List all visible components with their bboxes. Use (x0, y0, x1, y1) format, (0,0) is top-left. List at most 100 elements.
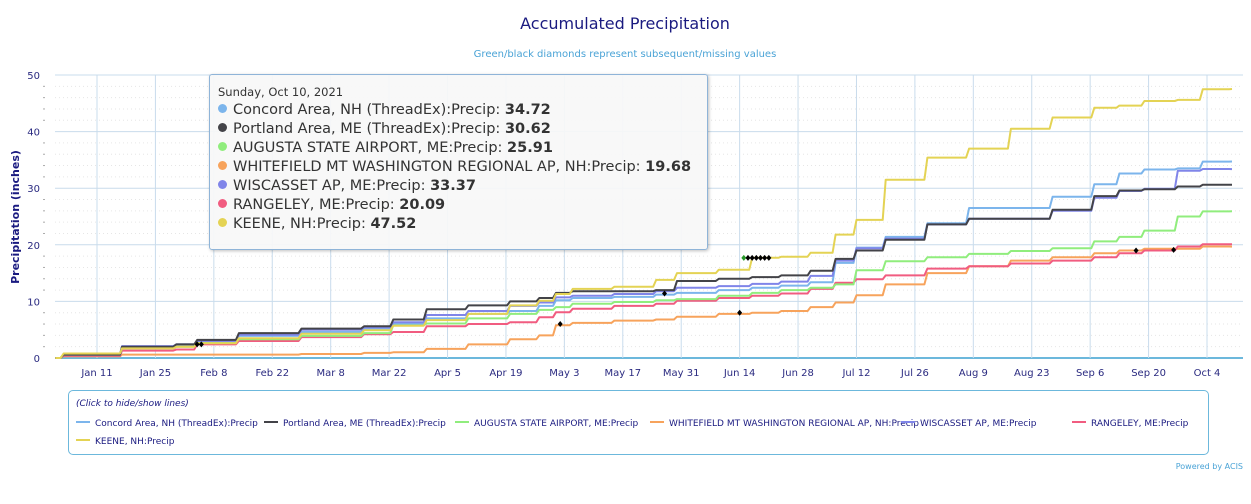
tooltip-series-label: WISCASSET AP, ME:Precip: (233, 178, 431, 194)
x-tick-label: Jan 25 (139, 368, 171, 379)
x-tick-label: Feb 22 (255, 368, 289, 379)
legend-item-label: RANGELEY, ME:Precip (1091, 419, 1189, 429)
tooltip-series-value: 19.68 (645, 159, 692, 175)
legend-item-label: WHITEFIELD MT WASHINGTON REGIONAL AP, NH… (669, 419, 919, 429)
legend-hint: (Click to hide/show lines) (76, 399, 189, 409)
x-tick-label: Feb 8 (200, 368, 227, 379)
x-tick-label: Aug 23 (1014, 368, 1049, 379)
legend-line-swatch-icon (1072, 421, 1086, 423)
x-tick-label: Mar 8 (316, 368, 344, 379)
missing-value-diamond (745, 254, 751, 261)
legend-line-swatch-icon (901, 421, 915, 423)
x-tick-label: Aug 9 (959, 368, 988, 379)
legend-item[interactable]: KEENE, NH:Precip (76, 437, 174, 447)
missing-value-diamond (741, 254, 747, 261)
x-tick-label: Apr 19 (489, 368, 522, 379)
chart-legend: (Click to hide/show lines) Concord Area,… (68, 390, 1209, 455)
credits-link[interactable]: Powered by ACIS (1175, 462, 1243, 471)
tooltip-series-label: KEENE, NH:Precip: (233, 216, 371, 232)
legend-line-swatch-icon (264, 421, 278, 423)
legend-item[interactable]: AUGUSTA STATE AIRPORT, ME:Precip (455, 419, 638, 429)
series-line (55, 243, 1233, 359)
missing-value-diamond (198, 341, 204, 348)
legend-item-label: KEENE, NH:Precip (95, 437, 175, 447)
legend-line-swatch-icon (455, 421, 469, 423)
y-tick-label: 50 (27, 71, 40, 82)
tooltip-series-value: 20.09 (399, 197, 446, 213)
x-tick-label: May 17 (605, 368, 642, 379)
legend-item-label: Portland Area, ME (ThreadEx):Precip (283, 419, 446, 429)
x-tick-label: May 31 (663, 368, 700, 379)
tooltip-series-label: WHITEFIELD MT WASHINGTON REGIONAL AP, NH… (233, 159, 646, 175)
tooltip-series-label: AUGUSTA STATE AIRPORT, ME:Precip: (233, 140, 508, 156)
y-tick-label: 40 (27, 128, 40, 139)
missing-value-diamond (1171, 246, 1177, 253)
x-tick-label: Oct 4 (1194, 368, 1221, 379)
tooltip-series-label: RANGELEY, ME:Precip: (233, 197, 400, 213)
y-tick-label: 30 (27, 184, 40, 195)
missing-value-diamond (662, 290, 668, 297)
legend-item[interactable]: Portland Area, ME (ThreadEx):Precip (264, 419, 446, 429)
tooltip-row: RANGELEY, ME:Precip: 20.09 (218, 196, 707, 215)
legend-line-swatch-icon (650, 421, 664, 423)
legend-line-swatch-icon (76, 421, 90, 423)
series-line (55, 183, 1233, 359)
tooltip-series-value: 30.62 (504, 121, 551, 137)
tooltip-row: KEENE, NH:Precip: 47.52 (218, 215, 707, 234)
missing-value-diamond (753, 254, 759, 261)
y-axis: 0 10 20 30 40 50 (27, 71, 45, 365)
legend-item-label: AUGUSTA STATE AIRPORT, ME:Precip (474, 419, 639, 429)
hover-tooltip: Sunday, Oct 10, 2021 Concord Area, NH (T… (209, 74, 708, 250)
missing-value-diamond (194, 341, 200, 348)
missing-value-diamond (737, 309, 743, 316)
y-axis-title: Precipitation (inches) (9, 150, 22, 284)
series-color-dot-icon (218, 180, 227, 189)
legend-item[interactable]: WISCASSET AP, ME:Precip (901, 419, 1036, 429)
legend-item[interactable]: WHITEFIELD MT WASHINGTON REGIONAL AP, NH… (650, 419, 919, 429)
y-tick-label: 20 (27, 241, 40, 252)
tooltip-series-value: 33.37 (430, 178, 476, 194)
tooltip-date: Sunday, Oct 10, 2021 (218, 85, 344, 99)
x-tick-label: Jun 28 (781, 368, 814, 379)
tooltip-series-value: 34.72 (504, 102, 551, 118)
series-line (55, 245, 1233, 359)
series-color-dot-icon (218, 218, 227, 227)
x-axis: Jan 11 Jan 25 Feb 8 Feb 22 Mar 8 Mar 22 Apr 5 A… (80, 368, 1220, 379)
legend-item[interactable]: Concord Area, NH (ThreadEx):Precip (76, 419, 258, 429)
tooltip-row: WISCASSET AP, ME:Precip: 33.37 (218, 177, 707, 196)
legend-item-label: WISCASSET AP, ME:Precip (920, 419, 1037, 429)
missing-value-diamond (1133, 247, 1139, 254)
legend-item-label: Concord Area, NH (ThreadEx):Precip (95, 419, 258, 429)
missing-value-diamond (762, 254, 768, 261)
tooltip-row: Portland Area, ME (ThreadEx):Precip: 30.… (218, 120, 707, 139)
tooltip-series-value: 25.91 (507, 140, 553, 156)
legend-item[interactable]: RANGELEY, ME:Precip (1072, 419, 1188, 429)
missing-value-diamond (557, 321, 563, 328)
tooltip-series-label: Portland Area, ME (ThreadEx):Precip: (233, 121, 505, 137)
x-tick-label: Apr 5 (434, 368, 461, 379)
missing-value-markers (194, 246, 1177, 348)
legend-line-swatch-icon (76, 439, 90, 441)
x-tick-label: Jul 12 (841, 368, 870, 379)
series-color-dot-icon (218, 161, 227, 170)
missing-value-diamond (757, 254, 763, 261)
series-lines (55, 88, 1233, 359)
series-color-dot-icon (218, 104, 227, 113)
series-color-dot-icon (218, 123, 227, 132)
chart-title: Accumulated Precipitation (520, 14, 730, 33)
y-tick-label: 10 (27, 297, 40, 308)
x-tick-label: May 3 (549, 368, 579, 379)
tooltip-series-value: 47.52 (370, 216, 417, 232)
tooltip-series-label: Concord Area, NH (ThreadEx):Precip: (233, 102, 505, 118)
x-tick-label: Jun 14 (723, 368, 756, 379)
series-color-dot-icon (218, 142, 227, 151)
x-tick-label: Jan 11 (80, 368, 112, 379)
missing-value-diamond (766, 254, 772, 261)
tooltip-row: WHITEFIELD MT WASHINGTON REGIONAL AP, NH… (218, 158, 707, 177)
tooltip-row: Concord Area, NH (ThreadEx):Precip: 34.7… (218, 101, 707, 120)
x-tick-label: Sep 6 (1076, 368, 1104, 379)
y-tick-label: 0 (34, 354, 40, 365)
series-line (55, 88, 1233, 359)
x-tick-label: Mar 22 (372, 368, 407, 379)
